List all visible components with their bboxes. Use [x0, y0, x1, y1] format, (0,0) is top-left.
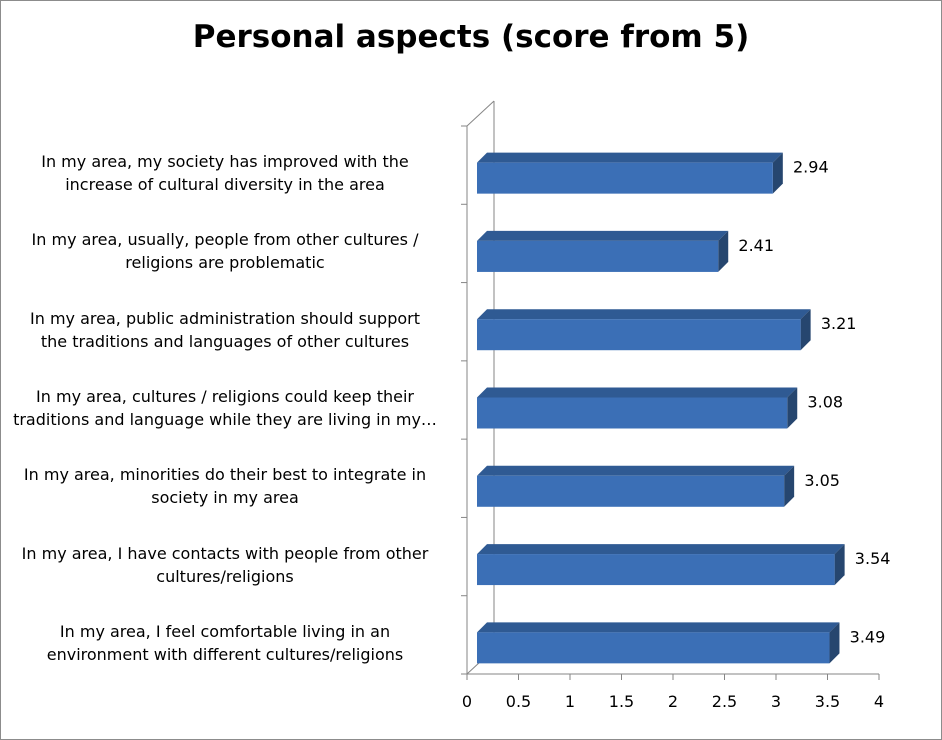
bar [477, 554, 835, 586]
bar-side [787, 387, 798, 429]
bar-side [800, 309, 811, 351]
bar [477, 162, 773, 194]
bar [477, 475, 785, 507]
bar-top [477, 152, 783, 163]
category-label: In my area, cultures / religions could k… [5, 385, 445, 431]
data-label: 3.49 [850, 627, 886, 646]
category-label-line: the traditions and languages of other cu… [40, 331, 410, 351]
category-label-line: In my area, cultures / religions could k… [36, 387, 414, 406]
bar-top [477, 387, 798, 398]
category-label: In my area, I feel comfortable living in… [5, 620, 445, 666]
category-label-line: increase of cultural diversity in the ar… [65, 175, 385, 195]
x-tick-label: 1.5 [609, 692, 634, 711]
category-label-line: In my area, I feel comfortable living in… [59, 621, 391, 641]
bar-top [477, 230, 729, 241]
category-label: In my area, I have contacts with people … [5, 542, 445, 588]
category-label-line: In my area, I have contacts with people … [21, 543, 429, 563]
category-label-line: In my area, public administration should… [30, 308, 420, 328]
bar-side [772, 152, 783, 194]
chart-title: Personal aspects (score from 5) [192, 19, 750, 55]
data-label: 2.94 [793, 158, 829, 177]
data-label: 3.08 [807, 393, 843, 412]
bar-top [477, 544, 845, 555]
bar-top [477, 309, 811, 320]
bar-side [718, 230, 729, 272]
x-tick-label: 3.5 [815, 692, 840, 711]
x-tick-label: 0.5 [506, 692, 531, 711]
data-label: 3.54 [855, 549, 891, 568]
bar-top [477, 465, 795, 476]
category-label-line: cultures/religions [156, 566, 294, 586]
data-label: 2.41 [738, 236, 774, 255]
bar-side [784, 465, 795, 507]
category-label-line: traditions and language while they are l… [13, 410, 437, 429]
category-label: In my area, minorities do their best to … [5, 463, 445, 509]
bar [477, 240, 719, 272]
category-label-line: In my area, my society has improved with… [41, 152, 409, 172]
category-label: In my area, usually, people from other c… [5, 228, 445, 274]
category-label-line: In my area, minorities do their best to … [23, 465, 427, 485]
bar-side [829, 622, 840, 664]
x-tick-label: 1 [565, 692, 575, 711]
bar-top [477, 622, 840, 633]
data-label: 3.21 [821, 314, 857, 333]
category-label-line: religions are problematic [125, 253, 325, 273]
wall-top-edge [466, 100, 495, 127]
category-label-line: society in my area [151, 488, 299, 508]
bar [477, 632, 830, 664]
data-label: 3.05 [804, 471, 840, 490]
category-label-line: environment with different cultures/reli… [46, 644, 404, 664]
bar [477, 319, 801, 351]
category-label: In my area, public administration should… [5, 307, 445, 353]
category-label-line: In my area, usually, people from other c… [31, 230, 419, 250]
x-tick-label: 4 [874, 692, 884, 711]
x-tick-label: 2.5 [712, 692, 737, 711]
category-label: In my area, my society has improved with… [5, 150, 445, 196]
x-tick-label: 0 [462, 692, 472, 711]
bar [477, 397, 788, 429]
x-tick-label: 3 [771, 692, 781, 711]
x-tick-label: 2 [668, 692, 678, 711]
bar-side [834, 544, 845, 586]
